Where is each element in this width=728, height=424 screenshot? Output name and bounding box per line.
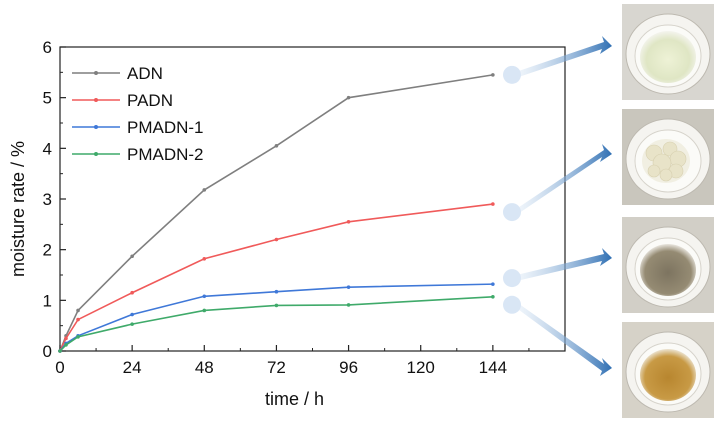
sample-photo-pmadn-1: [622, 217, 714, 313]
series-line-padn: [59, 203, 493, 352]
callout-arrow: [516, 301, 612, 376]
data-point-pmadn-1: [346, 285, 351, 289]
callout-arrow: [516, 144, 612, 216]
data-point-adn: [76, 308, 80, 313]
data-point-adn: [491, 73, 495, 77]
sample-photo-padn: [622, 109, 714, 205]
y-tick-label: 1: [43, 291, 52, 310]
callout-dot: [503, 269, 521, 288]
data-point-adn: [130, 254, 134, 259]
legend-marker-padn: [94, 98, 98, 102]
data-point-adn: [202, 188, 207, 192]
data-point-padn: [130, 290, 134, 295]
callout-dot: [503, 65, 521, 84]
lump: [647, 164, 661, 178]
data-point-adn: [346, 95, 351, 100]
x-tick-label: 24: [123, 358, 142, 377]
series-line-pmadn-2: [59, 295, 493, 352]
y-tick-label: 0: [43, 342, 52, 361]
callout-dot: [503, 203, 521, 222]
sample-photo-pmadn-2: [622, 322, 714, 418]
callout-arrow: [516, 248, 612, 282]
y-tick-label: 3: [43, 190, 52, 209]
data-point-pmadn-2: [64, 343, 68, 347]
y-tick-label: 2: [43, 241, 52, 260]
x-tick-label: 48: [195, 358, 214, 377]
data-point-pmadn-1: [491, 282, 495, 286]
data-point-padn: [202, 256, 207, 261]
x-tick-label: 72: [267, 358, 286, 377]
data-point-pmadn-1: [274, 289, 279, 294]
sample-content: [640, 349, 696, 401]
data-point-pmadn-2: [491, 294, 495, 299]
x-tick-label: 144: [479, 358, 507, 377]
y-tick-label: 5: [43, 89, 52, 108]
x-tick-label: 0: [55, 358, 64, 377]
lump: [659, 168, 673, 182]
y-tick-label: 6: [43, 38, 52, 57]
data-point-pmadn-2: [58, 349, 62, 353]
sample-photo-adn: [622, 4, 714, 100]
callout-dot: [503, 295, 521, 314]
data-point-pmadn-2: [346, 303, 351, 307]
y-tick-label: 4: [43, 139, 52, 158]
legend-marker-pmadn-2: [94, 152, 98, 156]
sample-content: [640, 244, 696, 296]
data-point-pmadn-2: [76, 335, 80, 339]
series-line-pmadn-1: [59, 283, 493, 352]
data-point-adn: [274, 144, 279, 148]
data-point-padn: [76, 317, 80, 322]
data-point-pmadn-2: [274, 303, 279, 308]
callout-arrow: [516, 36, 612, 78]
legend-label-pmadn-1: PMADN-1: [127, 118, 204, 137]
data-point-pmadn-2: [202, 308, 207, 313]
y-axis-title: moisture rate / %: [8, 141, 28, 277]
data-point-padn: [346, 220, 351, 224]
data-point-padn: [64, 336, 68, 341]
x-tick-label: 120: [407, 358, 435, 377]
sample-content: [640, 31, 696, 83]
legend-marker-pmadn-1: [94, 125, 98, 129]
data-point-pmadn-2: [130, 322, 134, 326]
data-point-padn: [491, 202, 495, 206]
x-axis-title: time / h: [265, 389, 324, 409]
legend-label-pmadn-2: PMADN-2: [127, 145, 204, 164]
series-line-adn: [59, 74, 493, 352]
data-point-padn: [274, 237, 279, 242]
legend-marker-adn: [94, 71, 98, 75]
x-tick-label: 96: [339, 358, 358, 377]
data-point-pmadn-1: [130, 312, 134, 317]
data-point-pmadn-1: [202, 294, 207, 299]
legend-label-adn: ADN: [127, 64, 163, 83]
legend-label-padn: PADN: [127, 91, 173, 110]
